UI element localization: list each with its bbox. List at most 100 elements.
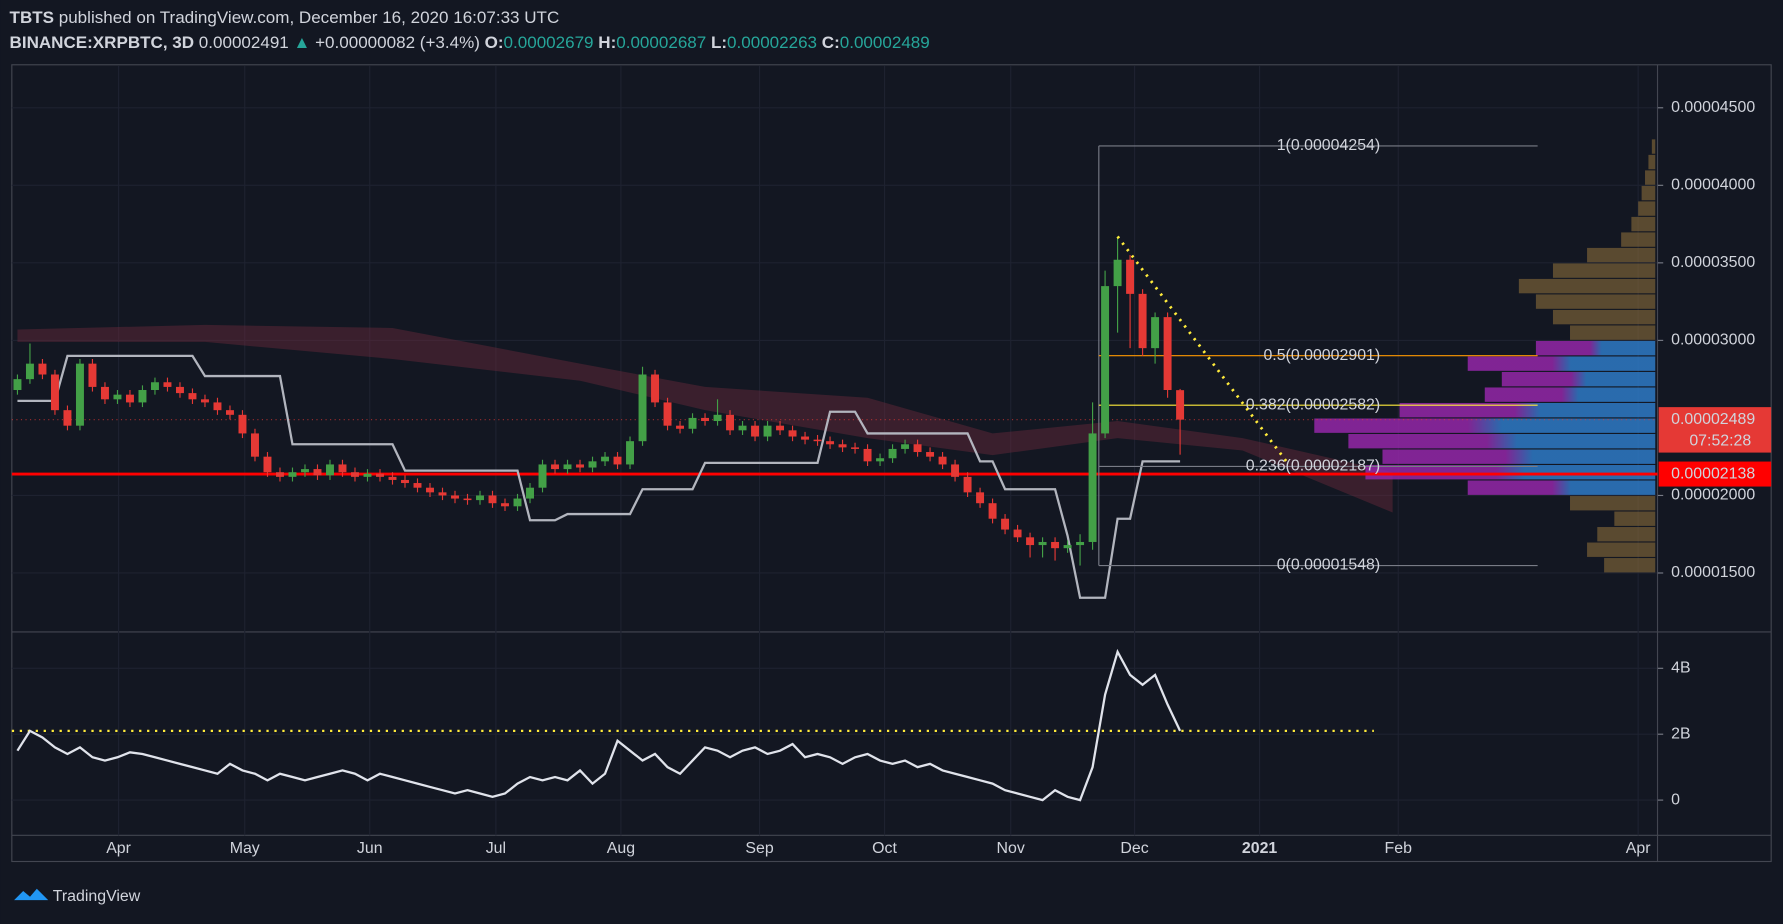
candle-body [476,495,484,501]
x-tick-label: Jun [357,840,383,857]
x-tick-label: Sep [745,840,773,857]
ohlc-value: 0.00002679 [504,33,594,52]
candle-body [1163,317,1172,391]
candle-body [376,473,384,477]
price-tag-label: 0.00002489 [1671,411,1755,428]
volume-profile-bar [1535,294,1656,309]
volume-profile-bar [1570,325,1656,340]
candle-body [388,476,397,480]
x-tick-label: May [230,840,260,857]
candle-body [463,498,472,501]
x-tick-label: Apr [1626,840,1651,857]
x-tick-label: Dec [1120,840,1148,857]
candle-body [50,374,59,411]
candle-body [888,448,897,459]
candle-body [200,399,209,403]
candle-body [1113,259,1122,287]
candle-body [1126,259,1135,294]
candle-body [150,382,159,391]
volume-profile-bar [1552,309,1656,325]
price-tag [1658,407,1772,453]
candle-body [726,414,735,431]
candle-body [951,464,960,477]
candle-body [313,469,322,476]
y-tick-label: 0.00004000 [1671,177,1755,194]
chart: Apr May Jun Jul Aug Sep Oct Nov Dec 2021 Feb Apr 0.0… [11,65,1772,857]
volume-profile-bar [1467,356,1656,371]
candle-body [701,417,710,422]
volume-profile-bar [1648,154,1656,170]
volume-profile-bar [1382,449,1656,464]
y-tick-label: 0.00002000 [1671,487,1755,504]
candle-body [338,464,347,473]
candle-body [626,441,635,465]
volume-profile-bar [1641,185,1656,201]
x-tick-label: Jul [486,840,506,857]
volume-profile-bar [1467,480,1656,495]
candle-body [113,394,122,400]
volume-line [16,648,1182,802]
candle-body [663,402,672,426]
candle-body [838,444,847,448]
candle-body [863,448,872,462]
volume-profile-bar [1552,263,1656,278]
candle-body [588,461,597,468]
ohlc-label: O: [485,33,504,52]
candle-body [876,458,885,462]
header-line: TBTS published on TradingView.com, Decem… [10,8,560,27]
candle-body [326,464,334,476]
candle-body [751,425,760,437]
candle-body [551,464,559,470]
candle-body [1013,529,1022,538]
candle-body [513,498,522,507]
candle-body [988,503,997,519]
volume-profile-bar [1501,371,1656,387]
candle-body [1001,518,1010,530]
fib-label: 0.382(0.00002582) [1246,396,1380,413]
candle-body [413,483,422,488]
volume-profile-bar [1645,170,1656,185]
ohlc-label: C: [822,33,840,52]
candle-body [1088,433,1097,542]
logo [14,888,49,901]
fib-label: 1(0.00004254) [1277,137,1380,154]
candle-body [163,382,172,387]
candle-body [63,410,72,426]
candle-body [526,487,534,499]
volume-profile-bar [1651,139,1656,154]
volume-profile-bar [1638,201,1656,216]
candle-body [88,363,97,387]
candle-body [1138,293,1147,349]
support-tag-label: 0.00002138 [1671,465,1755,482]
candle-body [213,402,222,411]
candle-body [676,425,685,429]
volume-profile-bar [1314,418,1656,433]
candle-body [738,425,747,431]
candle-body [826,441,835,445]
candle-body [1076,541,1085,546]
volume-profile-bar [1597,527,1656,542]
candle-body [538,464,547,488]
volume-profile-bar [1587,542,1656,557]
symbol: BINANCE:XRPBTC, 3D [10,33,195,52]
volume-profile-bar [1604,558,1656,573]
candle-body [638,374,647,442]
x-tick-label: 2021 [1242,840,1278,857]
ohlc-label: H: [598,33,616,52]
y-tick-label: 0.00003500 [1671,254,1755,271]
candle-body [901,444,910,449]
candle-body [238,414,247,434]
ohlc-value: 0.00002263 [727,33,817,52]
fib-label: 0(0.00001548) [1277,557,1380,574]
y-tick-label: 0 [1671,791,1680,808]
author: TBTS [10,8,54,27]
candle-body [75,363,84,426]
published: published on TradingView.com, December 1… [59,8,560,27]
fib-label: 0.5(0.00002901) [1263,347,1380,364]
ohlc-label: L: [711,33,727,52]
candle-body [25,363,34,380]
ohlc-value: 0.00002489 [840,33,930,52]
countdown: 07:52:28 [1689,432,1751,449]
symbol-line: BINANCE:XRPBTC, 3D 0.00002491 ▲ +0.00000… [10,33,930,52]
